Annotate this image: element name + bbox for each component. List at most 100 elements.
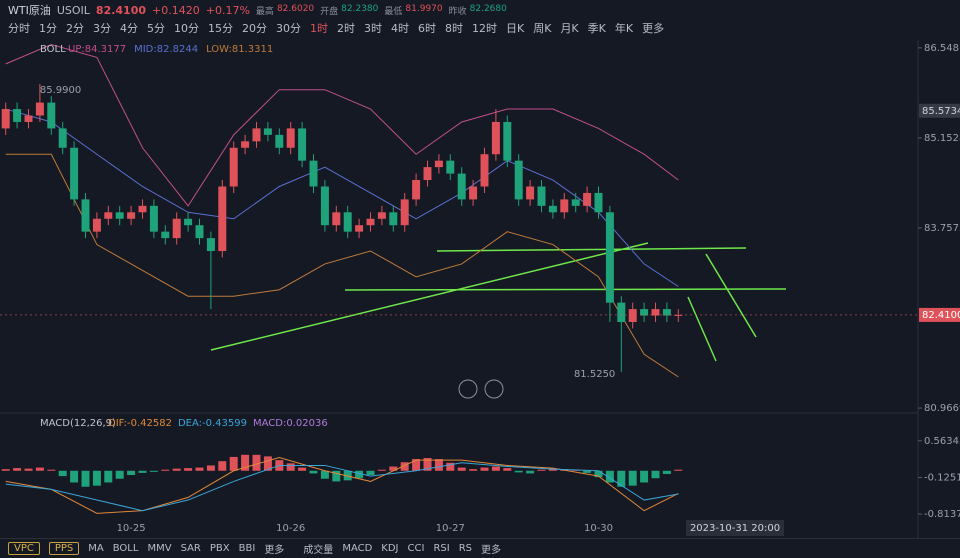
period-tab[interactable]: 5分 — [147, 22, 165, 35]
sub-indicator-tab[interactable]: 更多 — [480, 545, 501, 556]
candle-body — [13, 109, 22, 122]
candle-body — [548, 205, 557, 213]
period-tab[interactable]: 2分 — [66, 22, 84, 35]
candle-body — [503, 121, 512, 161]
trend-line — [687, 296, 717, 362]
sub-indicator-tab[interactable]: RSI — [433, 543, 450, 554]
macd-bar — [58, 470, 67, 477]
macd-bar — [446, 462, 455, 471]
period-tab[interactable]: 15分 — [208, 22, 233, 35]
candle-body — [469, 186, 478, 200]
indicator-line — [5, 456, 679, 514]
macd-bar — [115, 470, 124, 479]
candle-body — [446, 160, 455, 174]
candle-body — [195, 225, 204, 239]
candle-body — [594, 192, 603, 213]
stat-label: 最高 — [255, 6, 274, 17]
replay-back[interactable] — [458, 379, 478, 399]
macd-bar — [514, 470, 523, 473]
x-tick-label: 10-25 — [117, 523, 146, 534]
candle-body — [92, 218, 101, 232]
period-tab[interactable]: 1时 — [310, 22, 328, 35]
macd-bar — [434, 459, 443, 471]
macd-bar — [252, 454, 261, 471]
toggle[interactable]: PPS — [48, 542, 80, 555]
macd-bar — [377, 469, 386, 471]
period-tab[interactable]: 月K — [560, 22, 579, 35]
toggle[interactable]: VPC — [8, 542, 40, 555]
main-indicator-tab[interactable]: 更多 — [264, 545, 285, 556]
period-tab[interactable]: 2时 — [337, 22, 355, 35]
macd-bar — [241, 454, 250, 471]
candle-body — [24, 115, 33, 122]
macd-bar — [389, 466, 398, 471]
period-tab[interactable]: 4时 — [391, 22, 409, 35]
period-tab[interactable]: 8时 — [445, 22, 463, 35]
y-tick-label: 80.9669 — [924, 403, 960, 414]
candle-body — [115, 212, 124, 219]
macd-bar — [503, 468, 512, 471]
candle-body — [332, 212, 341, 226]
macd-bar — [594, 470, 603, 478]
macd-bar — [674, 469, 683, 471]
main-indicator-tab[interactable]: SAR — [180, 543, 201, 554]
candle-body — [343, 212, 352, 232]
main-indicator-tab[interactable]: PBX — [209, 543, 230, 554]
sub-indicator-tab[interactable]: 成交量 — [303, 545, 334, 556]
period-tab[interactable]: 3时 — [364, 22, 382, 35]
candle-body — [526, 186, 535, 200]
period-tab[interactable]: 日K — [506, 22, 525, 35]
main-indicator-tab[interactable]: MMV — [147, 543, 172, 554]
sub-indicator-tab[interactable]: RS — [458, 543, 472, 554]
period-tab[interactable]: 分时 — [8, 22, 30, 35]
macd-bar — [423, 457, 432, 471]
candle-body — [47, 102, 56, 129]
period-tab[interactable]: 6时 — [418, 22, 436, 35]
period-tab[interactable]: 20分 — [242, 22, 267, 35]
y-tick-label: -0.12513 — [924, 472, 960, 483]
period-tab[interactable]: 季K — [587, 22, 606, 35]
indicator-line — [5, 43, 679, 207]
period-tab[interactable]: 10分 — [174, 22, 199, 35]
replay-forward[interactable] — [484, 379, 504, 399]
macd-bar — [457, 467, 466, 471]
macd-bar — [13, 468, 22, 471]
candle-body — [651, 309, 660, 316]
y-tick-label: 86.5481 — [924, 43, 960, 54]
x-tick-label: 10-26 — [276, 523, 305, 534]
candle-body — [366, 218, 375, 226]
main-indicator-tab[interactable]: BBI — [238, 543, 256, 554]
stat-label: 昨收 — [448, 6, 467, 17]
period-tab[interactable]: 更多 — [642, 22, 665, 35]
candle-body — [560, 199, 569, 213]
marker-price-box — [919, 103, 960, 118]
period-bar: 分时 1分 2分 3分 4分 5分 10分 15分 20分 30分 1时 2时 3时 4时 6时 8时 12时日… — [0, 19, 664, 37]
period-tab[interactable]: 12时 — [472, 22, 497, 35]
trend-line — [210, 242, 649, 351]
sub-indicator-tab[interactable]: MACD — [342, 543, 373, 554]
legend-entry: MID:82.8244 — [134, 44, 198, 55]
sub-indicator-tab[interactable]: KDJ — [381, 543, 399, 554]
candle-body — [252, 128, 261, 142]
period-tab[interactable]: 年K — [614, 22, 634, 35]
period-tab[interactable]: 周K — [533, 22, 552, 35]
period-tab[interactable]: 3分 — [93, 22, 111, 35]
candle-body — [138, 205, 147, 213]
main-indicator-tab[interactable]: BOLL — [112, 543, 139, 554]
macd-bar — [605, 470, 614, 483]
macd-bar — [548, 468, 557, 471]
macd-bar — [161, 469, 170, 471]
trend-line — [344, 288, 787, 291]
price: 82.4100 — [95, 3, 147, 17]
period-tab[interactable]: 4分 — [120, 22, 138, 35]
macd-bar — [583, 470, 592, 473]
sub-indicator-tab[interactable]: CCI — [407, 543, 425, 554]
period-tab[interactable]: 30分 — [276, 22, 301, 35]
candle-body — [423, 167, 432, 181]
period-tab[interactable]: 1分 — [39, 22, 57, 35]
macd-bar — [184, 468, 193, 471]
macd-bar — [640, 470, 649, 483]
main-indicator-tab[interactable]: MA — [88, 543, 104, 554]
